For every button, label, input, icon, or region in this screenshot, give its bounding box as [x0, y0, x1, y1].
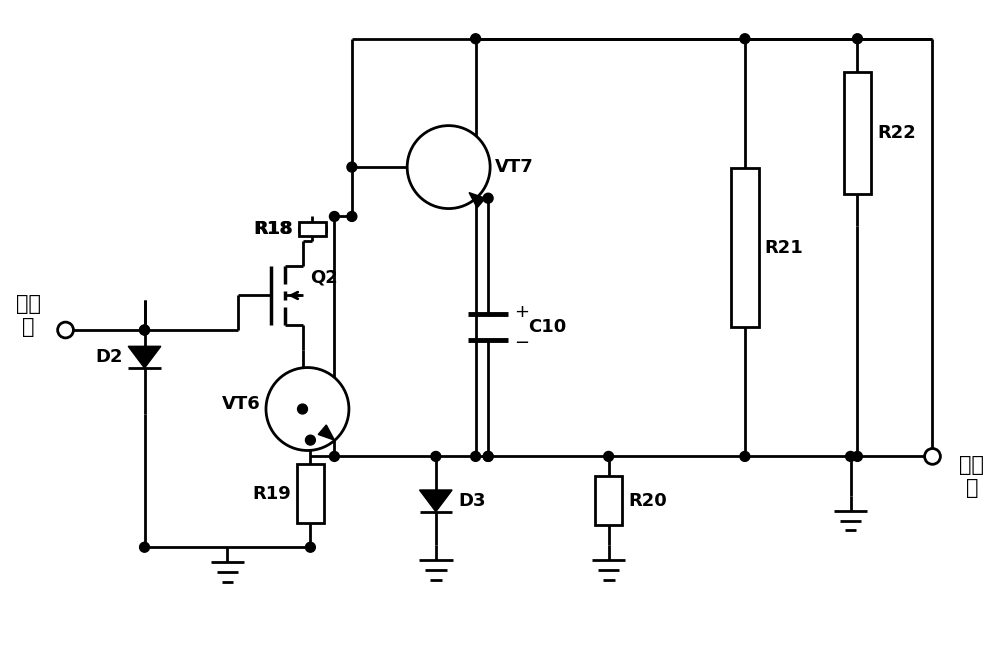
Text: +: +: [514, 302, 529, 320]
Text: 输出
端: 输出 端: [959, 455, 984, 498]
Text: D3: D3: [458, 492, 486, 510]
Circle shape: [347, 162, 357, 172]
Bar: [844, 72, 871, 194]
Text: 输入
端: 输入 端: [16, 294, 41, 337]
Circle shape: [140, 325, 149, 335]
Circle shape: [329, 211, 339, 221]
Bar: [731, 168, 759, 327]
Circle shape: [925, 448, 940, 464]
Circle shape: [483, 193, 493, 203]
Text: VT7: VT7: [495, 158, 534, 176]
Circle shape: [298, 404, 307, 414]
Polygon shape: [318, 425, 334, 440]
Text: VT6: VT6: [222, 395, 261, 413]
Bar: [297, 464, 324, 523]
Circle shape: [740, 34, 750, 44]
Text: R18: R18: [255, 220, 294, 238]
Circle shape: [305, 542, 315, 552]
Circle shape: [846, 452, 855, 461]
Polygon shape: [420, 490, 452, 512]
Text: R22: R22: [877, 123, 916, 141]
Bar: [299, 227, 326, 231]
Circle shape: [740, 452, 750, 461]
Circle shape: [140, 542, 149, 552]
Circle shape: [471, 452, 481, 461]
Circle shape: [329, 452, 339, 461]
Text: R20: R20: [628, 492, 667, 510]
Circle shape: [407, 125, 490, 209]
Text: D2: D2: [96, 348, 123, 366]
Polygon shape: [469, 192, 485, 208]
Circle shape: [483, 452, 493, 461]
Circle shape: [604, 452, 614, 461]
Circle shape: [58, 322, 73, 338]
Circle shape: [305, 435, 315, 445]
Circle shape: [266, 367, 349, 450]
Text: −: −: [514, 334, 529, 352]
Circle shape: [347, 211, 357, 221]
Circle shape: [853, 34, 862, 44]
Text: C10: C10: [528, 318, 566, 336]
Text: Q2: Q2: [310, 269, 338, 286]
Circle shape: [140, 325, 149, 335]
Circle shape: [483, 452, 493, 461]
Circle shape: [471, 34, 481, 44]
Text: R21: R21: [765, 239, 803, 257]
Text: R18: R18: [254, 220, 293, 238]
Bar: [299, 222, 326, 235]
Circle shape: [431, 452, 441, 461]
Circle shape: [853, 452, 862, 461]
Polygon shape: [128, 346, 161, 368]
Text: R19: R19: [252, 485, 291, 503]
Bar: [595, 477, 622, 525]
